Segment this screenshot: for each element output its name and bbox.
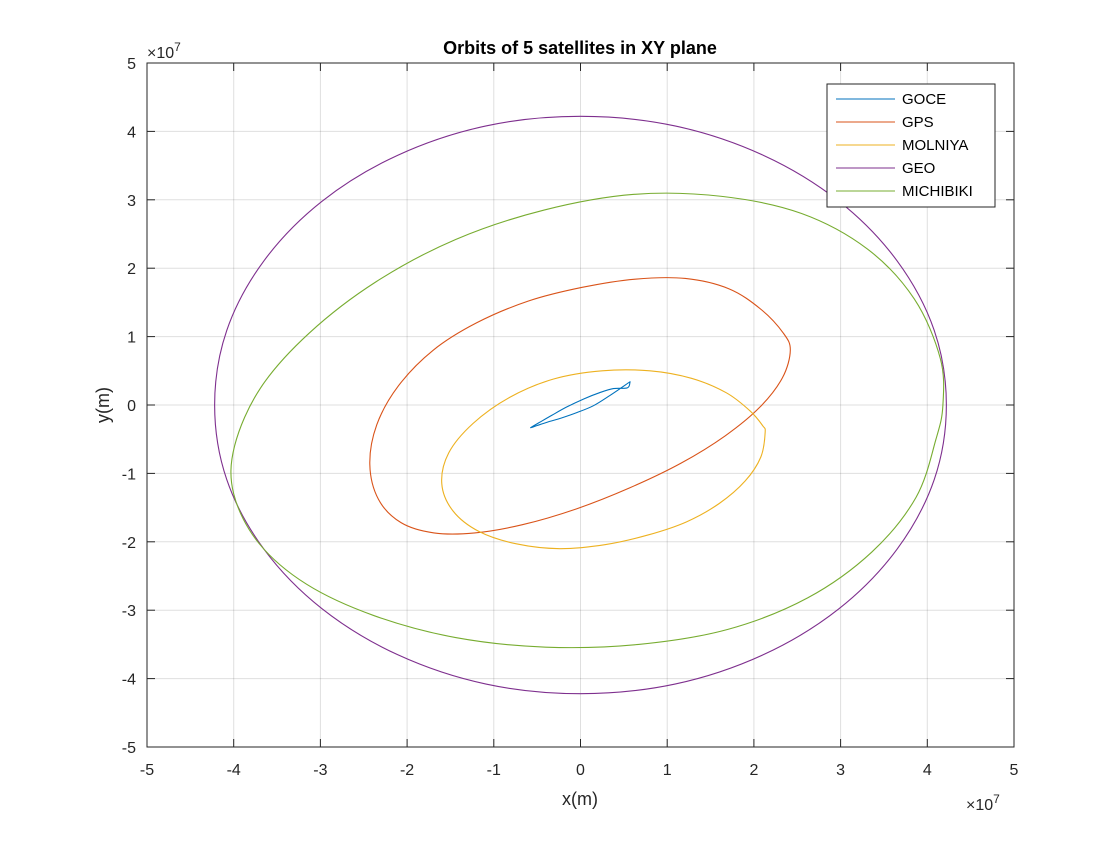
y-tick-label: 4 <box>127 124 136 141</box>
y-tick-label: 5 <box>127 56 136 73</box>
legend-label: GPS <box>902 114 934 131</box>
x-tick-label: 1 <box>663 762 672 779</box>
plot-series <box>214 115 947 695</box>
x-axis-label: x(m) <box>562 789 598 809</box>
orbit-line-molniya <box>441 369 766 550</box>
x-tick-label: 2 <box>749 762 758 779</box>
y-scale-base: ×107 <box>147 40 181 62</box>
orbit-line-gps <box>369 277 791 535</box>
x-tick-label: 4 <box>923 762 932 779</box>
orbit-line-geo <box>214 115 947 695</box>
y-tick-label: -5 <box>122 740 136 757</box>
x-tick-label: 5 <box>1010 762 1019 779</box>
x-tick-label: -5 <box>140 762 154 779</box>
y-axis-label: y(m) <box>93 387 113 423</box>
legend-label: GEO <box>902 160 935 177</box>
y-tick-label: -2 <box>122 535 136 552</box>
orbit-line-goce <box>530 381 631 429</box>
tick-marks <box>146 62 1015 748</box>
y-tick-label: 0 <box>127 398 136 415</box>
x-tick-label: 0 <box>576 762 585 779</box>
x-tick-label: -2 <box>400 762 414 779</box>
x-tick-label: 3 <box>836 762 845 779</box>
legend-label: GOCE <box>902 91 946 108</box>
legend-label: MICHIBIKI <box>902 183 973 200</box>
legend: GOCE GPS MOLNIYA GEO MICHIBIKI <box>826 83 996 208</box>
x-tick-label: -4 <box>227 762 241 779</box>
y-tick-label: -4 <box>122 672 136 689</box>
x-tick-label: -3 <box>313 762 327 779</box>
y-tick-label: 2 <box>127 261 136 278</box>
chart-title: Orbits of 5 satellites in XY plane <box>443 38 717 58</box>
y-tick-label: -3 <box>122 603 136 620</box>
y-tick-label: 1 <box>127 330 136 347</box>
legend-label: MOLNIYA <box>902 137 968 154</box>
x-tick-label: -1 <box>487 762 501 779</box>
y-tick-label: -1 <box>122 466 136 483</box>
x-tick-labels: -5 -4 -3 -2 -1 0 1 2 3 4 5 <box>140 762 1019 779</box>
orbit-line-michibiki <box>230 192 945 649</box>
y-tick-label: 3 <box>127 193 136 210</box>
x-scale-base: ×107 <box>966 792 1000 814</box>
y-axis-scale-factor: ×107 <box>147 40 181 62</box>
x-axis-scale-factor: ×107 <box>966 792 1000 814</box>
y-tick-labels: -5 -4 -3 -2 -1 0 1 2 3 4 5 <box>122 56 136 757</box>
